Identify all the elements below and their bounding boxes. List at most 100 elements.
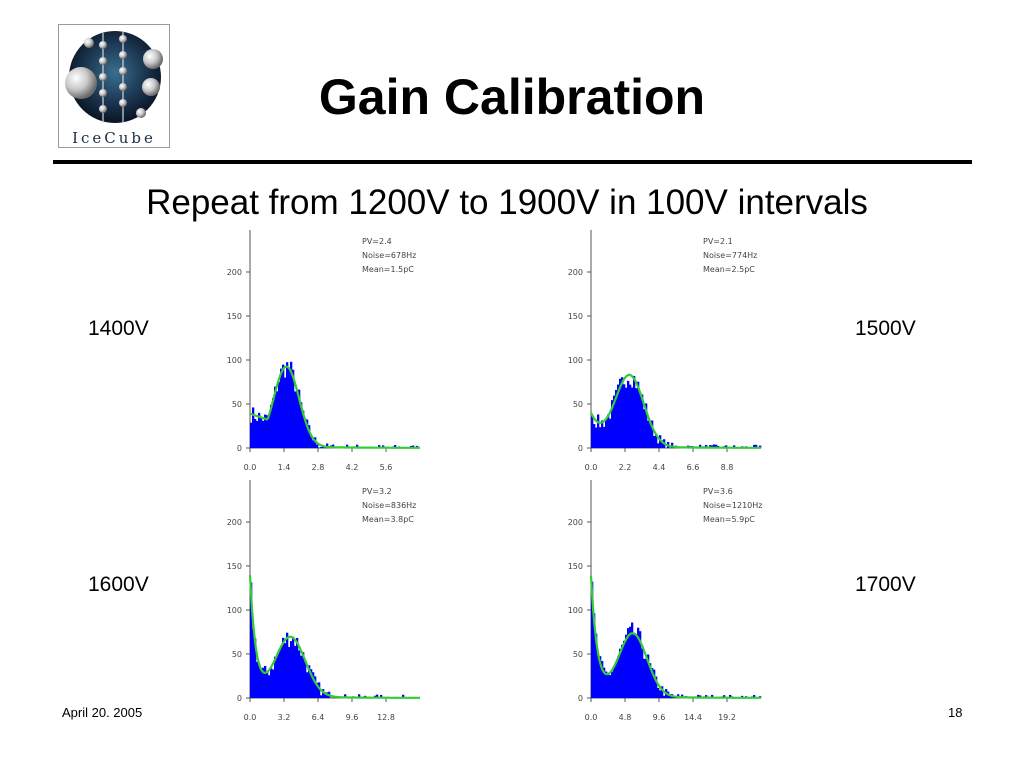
x-tick-label: 0.0 [244,713,257,722]
histogram-bar [605,419,608,448]
chart-annotation: PV=2.4 [362,237,392,246]
histogram-bar [278,381,281,448]
histogram-bar [344,694,347,698]
histogram-panel-1600v: 0 50 100 150 200 0.0 3.2 6.4 9.6 12.8 PV=3.2 Noise=… [210,478,425,726]
histogram-bar [288,647,291,698]
y-tick-label: 0 [578,694,583,703]
y-tick-label: 150 [568,312,583,321]
histogram-bar [256,661,259,698]
histogram-bar [274,656,277,698]
histogram-panel-1700v: 0 50 100 150 200 0.0 4.8 9.6 14.4 19.2 PV=3.6 Noise… [551,478,766,726]
histogram-bar [627,628,630,698]
histogram-bar [262,420,265,448]
y-tick-label: 0 [237,694,242,703]
histogram-bar [655,676,658,698]
histogram-bar [272,669,275,698]
histogram-bar [274,386,277,448]
histogram-bar [250,582,253,698]
histogram-bar [310,669,313,698]
histogram-bar [653,669,656,698]
histogram-bar [593,613,596,698]
histogram-bar [290,641,293,698]
histogram-bar [380,694,383,698]
y-tick-label: 100 [568,356,583,365]
histogram-bar [286,632,289,698]
histogram-bar [284,643,287,698]
slide-subtitle: Repeat from 1200V to 1900V in 100V inter… [146,183,868,222]
x-tick-label: 4.4 [653,463,666,472]
histogram-bar [276,391,279,448]
histogram-bar [607,672,610,698]
x-tick-label: 4.8 [619,713,632,722]
histogram-bar [713,444,716,448]
histogram-bar [697,694,700,698]
histogram-bar [657,443,660,448]
histogram-bar [639,631,642,698]
histogram-bar [376,694,379,698]
chart-annotation: Mean=2.5pC [703,265,755,274]
histogram-bar [723,695,726,698]
histogram-bar [252,628,255,698]
histogram-bar [621,377,624,448]
histogram-bar [292,636,295,698]
fit-curve [249,365,420,449]
y-tick-label: 150 [568,562,583,571]
x-tick-label: 6.6 [687,463,700,472]
y-tick-label: 200 [568,518,583,527]
histogram-bar [310,436,313,448]
histogram-bar [649,423,652,448]
histogram-bar [641,648,644,698]
histogram-bar [322,689,325,698]
histogram-bar [266,415,269,448]
histogram-bar [621,644,624,698]
histogram-bar [280,646,283,698]
histogram-chart-1400v: 0 50 100 150 200 0.0 1.4 2.8 4.2 5.6 PV=2.4 Noise=6… [227,230,420,472]
y-tick-label: 50 [573,400,583,409]
histogram-bar [268,675,271,698]
histogram-bar [599,427,602,448]
histogram-bar [312,440,315,448]
histogram-bar [378,445,381,448]
histogram-bar [615,389,618,448]
histogram-bar [284,377,287,448]
histogram-bar [645,658,648,698]
histogram-bar [615,662,618,698]
x-tick-label: 8.8 [721,463,734,472]
y-tick-label: 150 [227,562,242,571]
histogram-bar [607,414,610,448]
histogram-bar [605,671,608,698]
x-tick-label: 2.8 [312,463,325,472]
histogram-chart-1500v: 0 50 100 150 200 0.0 2.2 4.4 6.6 8.8 PV=2.1 Noise=7… [568,230,762,472]
histogram-bar [635,635,638,698]
fit-curve [589,575,761,699]
x-tick-label: 0.0 [244,463,257,472]
histogram-bar [250,422,253,448]
histogram-panel-1400v: 0 50 100 150 200 0.0 1.4 2.8 4.2 5.6 PV=2.4 Noise=6… [210,228,425,476]
histogram-bar [593,424,596,448]
histogram-bar [631,387,634,448]
histogram-bar [318,682,321,698]
x-tick-label: 5.6 [380,463,393,472]
y-tick-label: 100 [568,606,583,615]
histogram-bar [601,420,604,448]
histogram-bar [597,414,600,448]
y-tick-label: 100 [227,606,242,615]
histogram-bar [298,389,301,448]
page-number: 18 [948,705,963,720]
x-tick-label: 19.2 [718,713,736,722]
histogram-bar [264,665,267,698]
histogram-bar [617,384,620,448]
histogram-bar [306,672,309,698]
histogram-bar [611,671,614,698]
fit-curve [590,373,761,449]
x-tick-label: 1.4 [278,463,291,472]
histogram-bar [258,663,261,698]
histogram-bar [613,395,616,448]
histogram-bar [643,658,646,698]
histogram-bar [609,418,612,448]
histogram-bar [358,694,361,698]
histogram-bar [300,402,303,448]
histogram-bar [266,672,269,698]
histogram-bar [641,394,644,448]
voltage-label-1500: 1500V [855,317,916,340]
